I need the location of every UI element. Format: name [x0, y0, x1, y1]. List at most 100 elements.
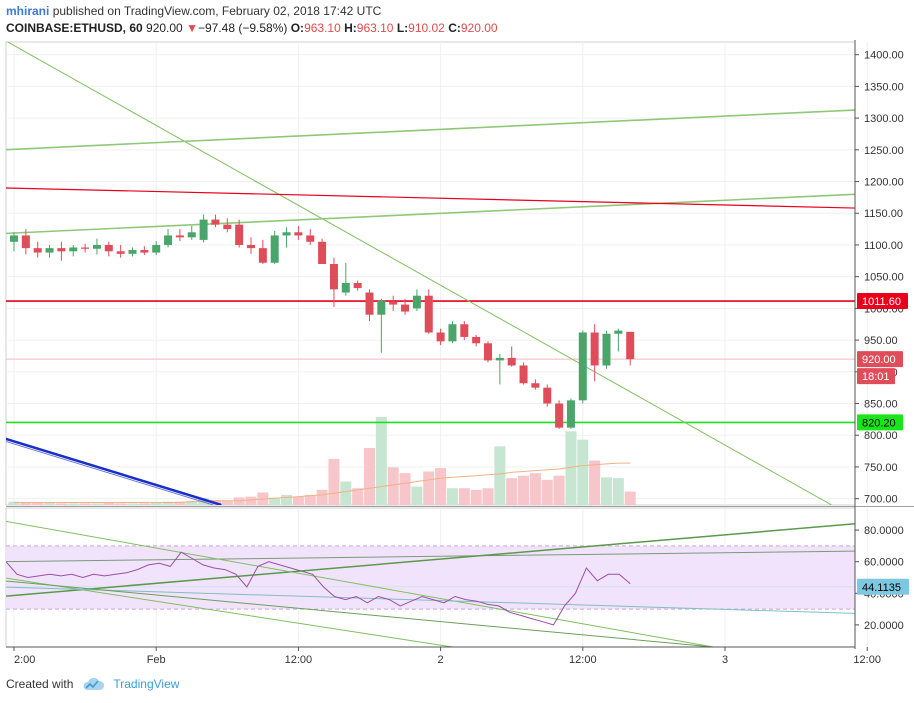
candle-body	[235, 224, 244, 245]
candle-body	[519, 365, 528, 384]
candle-body	[45, 248, 54, 253]
candle-body	[484, 343, 492, 361]
candle-body	[21, 235, 30, 249]
footer: Created with TradingView	[6, 677, 179, 691]
candle-body	[187, 232, 196, 238]
price-tick-label: 1150.00	[864, 208, 903, 220]
price-tick-label: 1050.00	[864, 272, 904, 284]
rsi-tick-label: 20.0000	[864, 620, 904, 632]
volume-bar	[506, 478, 518, 505]
candle-body	[175, 235, 184, 238]
candle-body	[81, 247, 90, 249]
drawings-main[interactable]	[2, 40, 914, 505]
time-axis[interactable]: 2:00 Feb 12:00 2 12:00 3 12:00	[6, 646, 881, 666]
low-label: L:	[396, 21, 409, 35]
tradingview-brand[interactable]: TradingView	[113, 677, 180, 691]
time-tick-label: 2:00	[14, 654, 35, 666]
last-price-tag-text: 920.00	[862, 354, 896, 366]
volume-bar	[127, 503, 138, 505]
rsi-value-tag: 44.1135	[857, 578, 909, 595]
publish-line: mhirani published on TradingView.com, Fe…	[6, 3, 906, 20]
volume-bar	[221, 500, 233, 505]
volume-bar	[245, 496, 257, 505]
created-with-text: Created with	[6, 677, 74, 691]
candle-body	[258, 248, 267, 263]
rsi-pane	[6, 520, 855, 647]
candle-body	[472, 336, 481, 344]
hline-tag-red: 1011.60	[857, 293, 908, 310]
candle-body	[318, 241, 327, 264]
time-tick-label: 3	[722, 654, 728, 666]
candle-body	[329, 263, 338, 290]
volume-bar	[446, 488, 458, 505]
trend-line	[6, 440, 214, 505]
volume-bar	[577, 439, 589, 505]
volume-bar	[103, 502, 115, 505]
volume-bar	[612, 478, 624, 505]
open-label: O:	[290, 21, 305, 35]
volume-bar	[541, 479, 553, 505]
candle-body	[128, 250, 137, 254]
rsi-trend-line	[6, 580, 714, 647]
rsi-trend-line	[6, 520, 714, 647]
low-value: 910.02	[408, 21, 445, 35]
volume-moving-average	[14, 462, 631, 503]
candle-body	[306, 235, 315, 242]
volume-bar	[138, 503, 150, 505]
price-tick-label: 750.00	[864, 462, 898, 474]
volume-bar	[553, 475, 565, 505]
hline-tag-red-bg	[857, 293, 908, 310]
volume-bar	[79, 503, 91, 505]
volume-bar	[624, 491, 636, 505]
candle-body	[270, 235, 279, 263]
candle-body	[614, 330, 623, 334]
countdown-tag: 18:01	[857, 368, 895, 385]
volume-bar	[411, 486, 423, 505]
trend-line	[6, 437, 222, 505]
volume-bar	[91, 503, 103, 505]
candle-body	[341, 283, 350, 293]
candle-body	[164, 235, 173, 245]
rsi-line	[6, 551, 631, 626]
volume-bar	[529, 473, 541, 505]
volume-bar	[281, 494, 293, 505]
symbol-line: COINBASE:ETHUSD, 60 920.00 ▼−97.48 (−9.5…	[6, 20, 906, 37]
last-price-tag: 920.00	[857, 351, 903, 368]
close-value: 920.00	[460, 21, 498, 35]
volume-bars	[8, 417, 636, 505]
volume-bar	[162, 501, 174, 505]
price-tick-label: 950.00	[864, 335, 898, 347]
candle-body	[377, 300, 386, 315]
time-tick-label: 12:00	[569, 654, 597, 666]
candle-body	[436, 332, 445, 342]
rsi-trend-line	[6, 550, 855, 563]
volume-bar	[387, 467, 399, 505]
price-tick-label: 1200.00	[864, 177, 904, 189]
rsi-value-tag-text: 44.1135	[862, 582, 901, 594]
candle-body	[389, 302, 398, 305]
candle-body	[282, 232, 291, 236]
candle-body	[104, 244, 113, 252]
volume-bar	[518, 475, 530, 505]
volume-bar	[352, 488, 364, 505]
open-value: 963.10	[304, 21, 341, 35]
volume-bar	[340, 481, 352, 505]
high-label: H:	[344, 21, 357, 35]
author-name[interactable]: mhirani	[6, 4, 50, 18]
candle-body	[531, 383, 540, 388]
candle-body	[424, 295, 433, 333]
volume-bar	[565, 431, 577, 505]
high-value: 963.10	[356, 21, 394, 35]
volume-bar	[482, 488, 494, 505]
chart-header: mhirani published on TradingView.com, Fe…	[6, 3, 906, 37]
candle-body	[116, 251, 125, 254]
volume-bar	[150, 502, 162, 505]
volume-bar	[470, 489, 482, 505]
candle-body	[199, 219, 208, 240]
hline-tag-red-text: 1011.60	[862, 296, 901, 308]
volume-bar	[375, 417, 387, 505]
rsi-trend-line	[6, 586, 855, 614]
candle-body	[294, 232, 303, 236]
price-chart[interactable]: 700.00750.00800.00850.00900.00950.001000…	[0, 40, 914, 672]
